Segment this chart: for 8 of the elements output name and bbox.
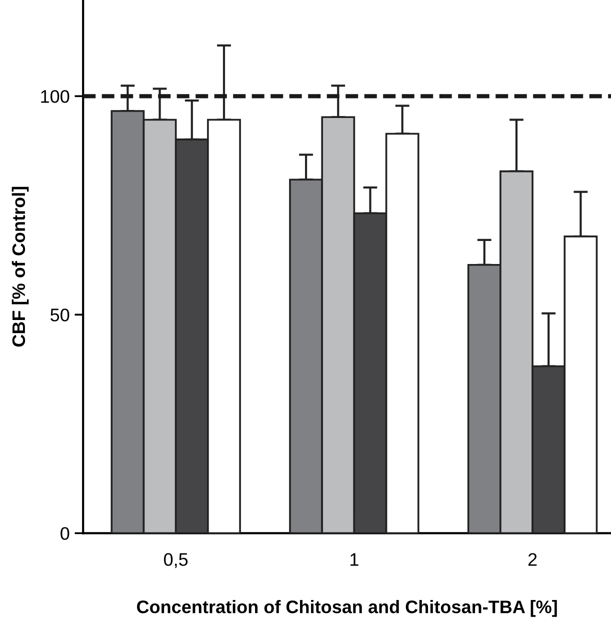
x-tick-label: 2 xyxy=(528,553,537,566)
y-tick-label: 0 xyxy=(60,527,70,540)
x-axis-title: Concentration of Chitosan and Chitosan-TBA [%] xyxy=(137,600,557,617)
y-tick-label: 50 xyxy=(50,308,70,322)
y-axis-title: CBF [% of Control] xyxy=(12,186,29,347)
x-tick-label: 1 xyxy=(350,553,358,566)
x-tick-label: 0,5 xyxy=(164,553,188,568)
y-tick-label: 100 xyxy=(41,90,70,103)
